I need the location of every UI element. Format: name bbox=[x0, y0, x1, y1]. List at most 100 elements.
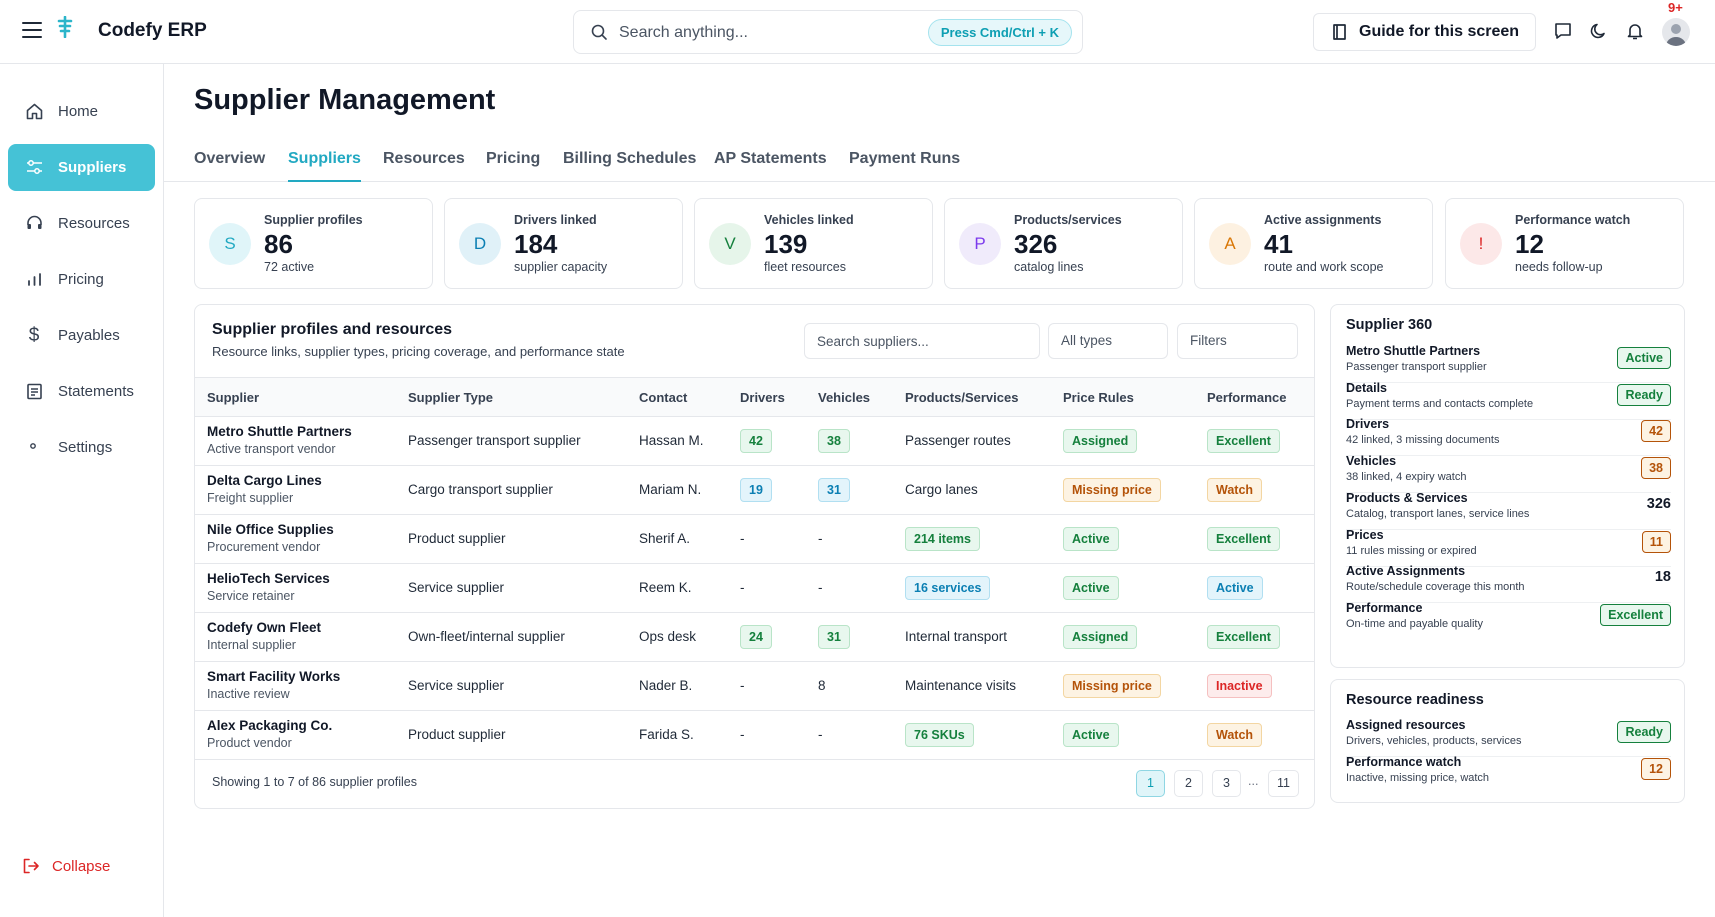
status-badge: Ready bbox=[1617, 721, 1671, 743]
cell-contact: Nader B. bbox=[639, 678, 693, 693]
cell-contact: Sherif A. bbox=[639, 531, 691, 546]
tab-billing-schedules[interactable]: Billing Schedules bbox=[563, 150, 697, 167]
stat-icon: S bbox=[209, 223, 251, 265]
tab-payment-runs[interactable]: Payment Runs bbox=[849, 150, 961, 167]
cell-supplier: HelioTech Services Service retainer bbox=[207, 571, 330, 603]
table-row[interactable]: Codefy Own Fleet Internal supplier Own-fle… bbox=[195, 613, 1314, 662]
column-header-performance: Performance bbox=[1207, 390, 1287, 405]
app-name: Codefy ERP bbox=[98, 20, 207, 41]
sidebar-item-home[interactable]: Home bbox=[8, 88, 155, 135]
stat-card-supplier-profiles: S Supplier profiles 86 72 active bbox=[194, 198, 433, 289]
supplier-description: Service retainer bbox=[207, 589, 295, 603]
sidebar-item-pricing[interactable]: Pricing bbox=[8, 256, 155, 303]
tab-overview[interactable]: Overview bbox=[194, 150, 266, 167]
panel-row-description: 11 rules missing or expired bbox=[1346, 544, 1477, 557]
panel-row-description: On-time and payable quality bbox=[1346, 617, 1483, 630]
sidebar-item-resources[interactable]: Resources bbox=[8, 200, 155, 247]
page-button-1[interactable]: 1 bbox=[1136, 770, 1165, 797]
stat-icon: ! bbox=[1460, 223, 1502, 265]
supplier-name: Delta Cargo Lines bbox=[207, 473, 322, 488]
supplier-description: Freight supplier bbox=[207, 491, 294, 505]
status-badge: Ready bbox=[1617, 383, 1671, 406]
bell-icon[interactable] bbox=[1625, 21, 1647, 43]
cell-products-services: Internal transport bbox=[905, 629, 1008, 644]
cell-price-rules-badge: Active bbox=[1063, 527, 1119, 551]
global-search-input[interactable] bbox=[619, 20, 919, 46]
logo-icon bbox=[56, 15, 74, 43]
cell-price-rules-badge: Assigned bbox=[1063, 625, 1138, 649]
cell-drivers-badge: 19 bbox=[740, 478, 772, 502]
panel-row: Details Payment terms and contacts comple… bbox=[1346, 380, 1671, 420]
table-row[interactable]: Nile Office Supplies Procurement vendor Pr… bbox=[195, 515, 1314, 564]
stat-value: 41 bbox=[1264, 229, 1293, 259]
search-icon bbox=[591, 24, 608, 46]
panel-row-label: Active Assignments bbox=[1346, 564, 1466, 579]
type-filter-select[interactable]: All types bbox=[1048, 323, 1168, 359]
logout-icon bbox=[23, 858, 39, 874]
panel-title: Supplier 360 bbox=[1346, 317, 1433, 333]
filters-button[interactable]: Filters bbox=[1177, 323, 1298, 359]
table-row[interactable]: Delta Cargo Lines Freight supplier Cargo t… bbox=[195, 466, 1314, 515]
tab-pricing[interactable]: Pricing bbox=[486, 150, 541, 167]
cell-drivers: - bbox=[740, 678, 745, 693]
panel-row-label: Drivers bbox=[1346, 417, 1390, 432]
collapse-button[interactable]: Collapse bbox=[22, 857, 110, 875]
chat-icon[interactable] bbox=[1553, 21, 1575, 43]
stat-icon: V bbox=[709, 223, 751, 265]
panel-row-label: Prices bbox=[1346, 527, 1384, 542]
column-header-drivers: Drivers bbox=[740, 390, 785, 405]
page-button-2[interactable]: 2 bbox=[1174, 770, 1203, 797]
tab-ap-statements[interactable]: AP Statements bbox=[714, 150, 827, 167]
page-button-3[interactable]: 3 bbox=[1212, 770, 1241, 797]
page-button-11[interactable]: 11 bbox=[1268, 770, 1299, 797]
stat-icon: P bbox=[959, 223, 1001, 265]
cell-price-rules-badge: Missing price bbox=[1063, 674, 1161, 698]
panel-row: Products & Services Catalog, transport la… bbox=[1346, 490, 1671, 530]
stat-card-products-services: P Products/services 326 catalog lines bbox=[944, 198, 1183, 289]
cell-drivers-badge: 42 bbox=[740, 429, 772, 453]
stat-subtext: 72 active bbox=[264, 260, 315, 274]
pagination-ellipsis: ... bbox=[1248, 774, 1259, 788]
sidebar-item-payables[interactable]: $ Payables bbox=[8, 312, 155, 359]
sidebar-item-label: Settings bbox=[58, 439, 113, 456]
dot-icon bbox=[24, 438, 44, 458]
stat-value: 326 bbox=[1014, 229, 1058, 259]
stat-card-vehicles-linked: V Vehicles linked 139 fleet resources bbox=[694, 198, 933, 289]
tab-bar: Overview Suppliers Resources Pricing Bil… bbox=[164, 146, 1715, 182]
table-subtitle: Resource links, supplier types, pricing … bbox=[212, 344, 625, 359]
supplier-search-input[interactable] bbox=[804, 323, 1040, 359]
cell-vehicles-badge: 31 bbox=[818, 478, 850, 502]
panel-row-description: Route/schedule coverage this month bbox=[1346, 581, 1525, 594]
stat-value: 139 bbox=[764, 229, 808, 259]
cell-performance-badge: Excellent bbox=[1207, 429, 1280, 453]
sidebar-item-settings[interactable]: Settings bbox=[8, 424, 155, 471]
table-row[interactable]: Alex Packaging Co. Product vendor Product … bbox=[195, 711, 1314, 760]
cell-contact: Farida S. bbox=[639, 727, 694, 742]
cell-price-rules-badge: Active bbox=[1063, 576, 1119, 600]
tab-resources[interactable]: Resources bbox=[383, 150, 465, 167]
sidebar: Home Suppliers Resources Pricing $ Payab… bbox=[0, 64, 164, 917]
resource-readiness-panel: Resource readiness Assigned resources Dri… bbox=[1330, 679, 1685, 803]
sidebar-item-suppliers[interactable]: Suppliers bbox=[8, 144, 155, 191]
tab-suppliers[interactable]: Suppliers bbox=[288, 150, 361, 182]
table-row[interactable]: Smart Facility Works Inactive review Servi… bbox=[195, 662, 1314, 711]
panel-row: Metro Shuttle Partners Passenger transpor… bbox=[1346, 343, 1671, 383]
table-header: Supplier Supplier Type Contact Drivers V… bbox=[195, 377, 1314, 417]
page-title: Supplier Management bbox=[194, 84, 496, 116]
dark-mode-icon[interactable] bbox=[1589, 21, 1611, 43]
avatar[interactable] bbox=[1662, 18, 1690, 46]
cell-vehicles: - bbox=[818, 727, 823, 742]
stat-label: Drivers linked bbox=[514, 213, 597, 227]
column-header-supplier-type: Supplier Type bbox=[408, 390, 493, 405]
table-row[interactable]: Metro Shuttle Partners Active transport v… bbox=[195, 417, 1314, 466]
panel-row-description: Payment terms and contacts complete bbox=[1346, 397, 1534, 410]
table-row[interactable]: HelioTech Services Service retainer Servic… bbox=[195, 564, 1314, 613]
panel-row: Assigned resources Drivers, vehicles, pro… bbox=[1346, 717, 1671, 757]
supplier-name: Metro Shuttle Partners bbox=[207, 424, 352, 439]
sidebar-item-statements[interactable]: Statements bbox=[8, 368, 155, 415]
guide-label: Guide for this screen bbox=[1359, 23, 1520, 40]
cell-supplier-type: Service supplier bbox=[408, 580, 505, 595]
supplier-name: HelioTech Services bbox=[207, 571, 330, 586]
menu-icon[interactable] bbox=[22, 22, 42, 40]
guide-button[interactable]: Guide for this screen bbox=[1313, 13, 1536, 51]
